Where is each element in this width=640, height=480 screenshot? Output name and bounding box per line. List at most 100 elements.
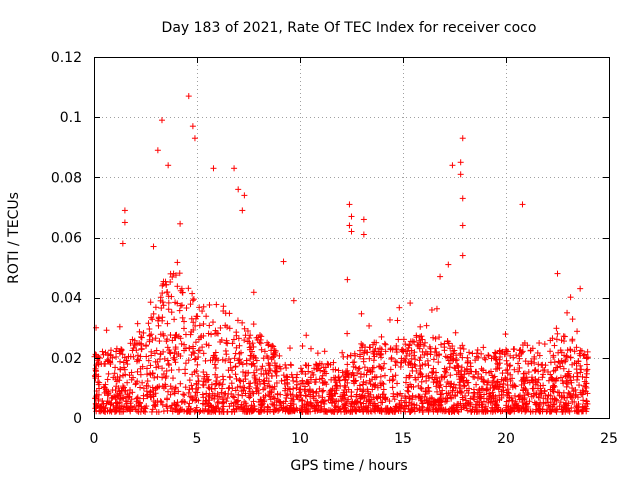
data-point xyxy=(566,374,573,381)
data-point xyxy=(335,374,342,381)
data-point xyxy=(112,394,119,401)
data-point xyxy=(205,376,212,383)
data-point xyxy=(451,347,458,354)
data-point xyxy=(459,135,466,142)
data-point xyxy=(415,382,422,389)
data-point xyxy=(504,361,511,368)
data-point xyxy=(384,405,391,412)
data-point xyxy=(116,323,123,330)
data-point xyxy=(282,361,289,368)
x-tick-label: 25 xyxy=(600,431,618,447)
data-point xyxy=(566,391,573,398)
data-point xyxy=(553,336,560,343)
data-point xyxy=(193,380,200,387)
data-point xyxy=(502,331,509,338)
data-point xyxy=(216,408,223,415)
data-point xyxy=(145,320,152,327)
data-point xyxy=(321,379,328,386)
data-point xyxy=(206,322,213,329)
data-point xyxy=(190,319,197,326)
data-point xyxy=(321,368,328,375)
data-point xyxy=(367,380,374,387)
data-point xyxy=(550,352,557,359)
data-point xyxy=(162,381,169,388)
data-point xyxy=(121,366,128,373)
data-point xyxy=(191,135,198,142)
data-point xyxy=(454,408,461,415)
data-point xyxy=(324,360,331,367)
data-point xyxy=(469,350,476,357)
data-point xyxy=(520,376,527,383)
data-point xyxy=(238,404,245,411)
data-point xyxy=(277,402,284,409)
data-point xyxy=(210,165,217,172)
chart-title: Day 183 of 2021, Rate Of TEC Index for r… xyxy=(162,20,537,36)
data-point xyxy=(549,335,556,342)
data-point xyxy=(188,328,195,335)
data-point xyxy=(209,407,216,414)
y-tick-label: 0.06 xyxy=(51,231,82,247)
data-point xyxy=(492,349,499,356)
data-point xyxy=(494,406,501,413)
data-point xyxy=(103,327,110,334)
data-point xyxy=(390,376,397,383)
data-point xyxy=(569,316,576,323)
data-point xyxy=(134,368,141,375)
data-point xyxy=(522,387,529,394)
data-point xyxy=(93,324,100,331)
data-point xyxy=(228,380,235,387)
data-point xyxy=(160,385,167,392)
data-point xyxy=(495,361,502,368)
data-point xyxy=(433,406,440,413)
data-point xyxy=(250,398,257,405)
data-point xyxy=(412,363,419,370)
data-point xyxy=(422,361,429,368)
data-point xyxy=(179,314,186,321)
data-point xyxy=(572,391,579,398)
data-point xyxy=(514,404,521,411)
data-point xyxy=(524,390,531,397)
data-point xyxy=(303,332,310,339)
data-point xyxy=(212,385,219,392)
data-point xyxy=(554,270,561,277)
y-tick-label: 0.08 xyxy=(51,170,82,186)
data-point xyxy=(351,372,358,379)
data-point xyxy=(328,376,335,383)
data-point xyxy=(461,383,468,390)
data-point xyxy=(259,363,266,370)
data-point xyxy=(147,394,154,401)
data-point xyxy=(560,365,567,372)
data-point xyxy=(461,382,468,389)
data-point xyxy=(181,392,188,399)
data-point xyxy=(429,395,436,402)
data-point xyxy=(181,347,188,354)
data-point xyxy=(165,360,172,367)
data-point xyxy=(165,293,172,300)
data-point xyxy=(417,354,424,361)
data-point xyxy=(166,349,173,356)
data-point xyxy=(220,403,227,410)
data-point xyxy=(457,379,464,386)
data-point xyxy=(473,381,480,388)
data-point xyxy=(137,353,144,360)
data-point xyxy=(436,396,443,403)
data-point xyxy=(269,342,276,349)
data-point xyxy=(240,384,247,391)
data-point xyxy=(358,310,365,317)
data-point xyxy=(416,357,423,364)
data-point xyxy=(186,400,193,407)
data-point xyxy=(467,395,474,402)
data-point xyxy=(577,362,584,369)
data-point xyxy=(423,373,430,380)
data-point xyxy=(229,393,236,400)
data-point xyxy=(441,373,448,380)
data-point xyxy=(481,379,488,386)
data-point xyxy=(183,305,190,312)
data-point xyxy=(574,376,581,383)
data-point xyxy=(405,384,412,391)
data-point xyxy=(250,369,257,376)
data-point xyxy=(163,338,170,345)
data-point xyxy=(154,147,161,154)
data-point xyxy=(411,339,418,346)
data-point xyxy=(140,385,147,392)
